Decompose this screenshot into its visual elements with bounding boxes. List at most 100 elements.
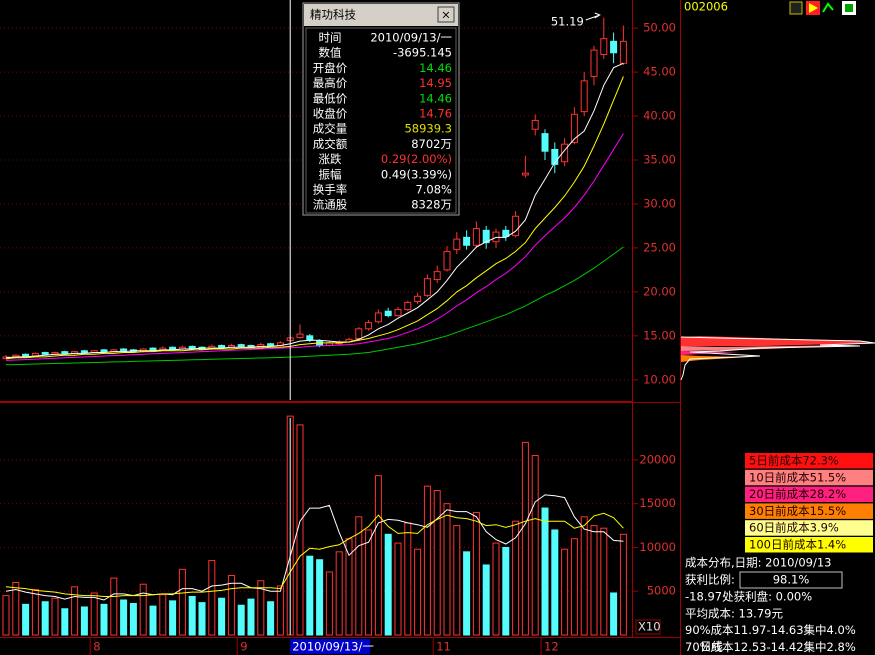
volume-bar — [335, 551, 343, 636]
volume-bar — [247, 598, 255, 636]
cost-info-line: 70%成本12.53-14.42集中2.8% — [685, 640, 856, 654]
volume-bar — [227, 574, 235, 636]
candle-body — [80, 350, 88, 354]
candle-body — [541, 133, 549, 152]
volume-bar — [570, 538, 578, 636]
volume-bar — [619, 533, 627, 636]
volume-bar — [463, 551, 471, 636]
volume-bar — [31, 588, 39, 636]
volume-bar — [149, 605, 157, 636]
candle-body — [482, 229, 490, 244]
volume-bar — [433, 490, 441, 636]
info-label: 换手率 — [313, 183, 348, 197]
volume-bar — [51, 597, 59, 636]
moving-average-line — [5, 133, 624, 361]
info-value: 58939.3 — [404, 122, 452, 136]
volume-bar — [110, 577, 118, 636]
info-value: 14.95 — [419, 76, 452, 90]
volume-bar — [12, 581, 20, 636]
volume-bar — [482, 564, 490, 636]
candle-body — [169, 346, 177, 350]
volume-bar — [208, 560, 216, 636]
moving-average-line — [5, 76, 624, 360]
panel-body — [305, 27, 457, 214]
stock-code: 002006 — [684, 0, 728, 14]
cost-profile — [680, 336, 875, 381]
cost-legend-text: 100日前成本1.4% — [749, 538, 846, 552]
panel-titlebar — [304, 4, 458, 26]
volume-bar — [276, 585, 284, 636]
volume-bar — [198, 602, 206, 636]
cost-date: 成本分布,日期: 2010/09/13 — [685, 556, 831, 570]
info-value: 14.76 — [419, 107, 452, 121]
candle-body — [463, 236, 471, 246]
info-value: -3695.145 — [393, 46, 452, 60]
info-value: 14.46 — [419, 61, 452, 75]
moving-average-line — [5, 512, 624, 597]
unit-box — [635, 619, 661, 635]
cost-legend-text: 10日前成本51.5% — [749, 470, 846, 484]
cost-legend-text: 20日前成本28.2% — [749, 487, 846, 501]
volume-bar — [394, 542, 402, 636]
volume-bar — [61, 608, 69, 636]
profit-box — [739, 571, 843, 589]
toolbar-icons[interactable] — [789, 1, 856, 15]
volume-bar — [237, 604, 245, 636]
info-label: 收盘价 — [313, 107, 348, 121]
info-label: 时间 — [319, 31, 342, 45]
volume-bar — [188, 595, 196, 636]
candle-body — [433, 271, 441, 281]
candle-body — [355, 328, 363, 339]
volume-bar — [374, 475, 382, 636]
volume-bar — [521, 441, 529, 636]
y-tick-label: 50.00 — [643, 21, 676, 35]
x-tick-label: 12 — [544, 640, 559, 654]
volume-bar — [267, 601, 275, 636]
candle-body — [384, 310, 392, 317]
candle-body — [512, 215, 520, 237]
volume-bar — [472, 511, 480, 636]
y-tick-label: 35.00 — [643, 153, 676, 167]
cost-legend-box — [745, 503, 873, 519]
volume-bar — [71, 586, 79, 636]
volume-bar — [404, 522, 412, 636]
y-tick-label: 10.00 — [643, 372, 676, 386]
candle-body — [188, 345, 196, 349]
info-label: 数值 — [319, 46, 342, 60]
volume-bar — [2, 595, 10, 636]
info-label: 振幅 — [319, 167, 342, 181]
volume-bar — [423, 485, 431, 636]
info-value: 8702万 — [411, 137, 452, 151]
candle-body — [100, 349, 108, 353]
info-label: 开盘价 — [313, 61, 348, 75]
y-tick-label: 5000 — [647, 584, 676, 598]
y-tick-label: 10000 — [639, 540, 676, 554]
close-icon[interactable]: × — [441, 8, 451, 22]
profit-label: 获利比例: — [685, 573, 735, 587]
period-label[interactable]: 日线 — [700, 640, 723, 654]
candle-body — [394, 308, 402, 317]
info-label: 最低价 — [313, 91, 348, 105]
y-tick-label: 20.00 — [643, 284, 676, 298]
volume-bar — [90, 592, 98, 636]
y-tick-label: 15000 — [639, 496, 676, 510]
cost-info-line: 90%成本11.97-14.63集中4.0% — [685, 623, 856, 637]
candle-body — [218, 344, 226, 348]
volume-bar — [365, 529, 373, 636]
candle-body — [610, 40, 618, 54]
close-button[interactable] — [437, 6, 455, 23]
cost-legend-box — [745, 537, 873, 553]
unit-label: X10 — [638, 620, 661, 634]
candle-body — [619, 40, 627, 64]
volume-bar — [316, 559, 324, 636]
max-annotation: 51.19 — [551, 15, 584, 29]
volume-bar — [22, 603, 30, 636]
volume-bar — [41, 601, 49, 636]
volume-bar — [531, 455, 539, 636]
cost-legend-box — [745, 486, 873, 503]
volume-bar — [178, 568, 186, 636]
volume-bar — [561, 548, 569, 636]
candle-body — [580, 80, 588, 113]
y-tick-label: 25.00 — [643, 240, 676, 254]
annotation-arrow — [585, 12, 601, 21]
